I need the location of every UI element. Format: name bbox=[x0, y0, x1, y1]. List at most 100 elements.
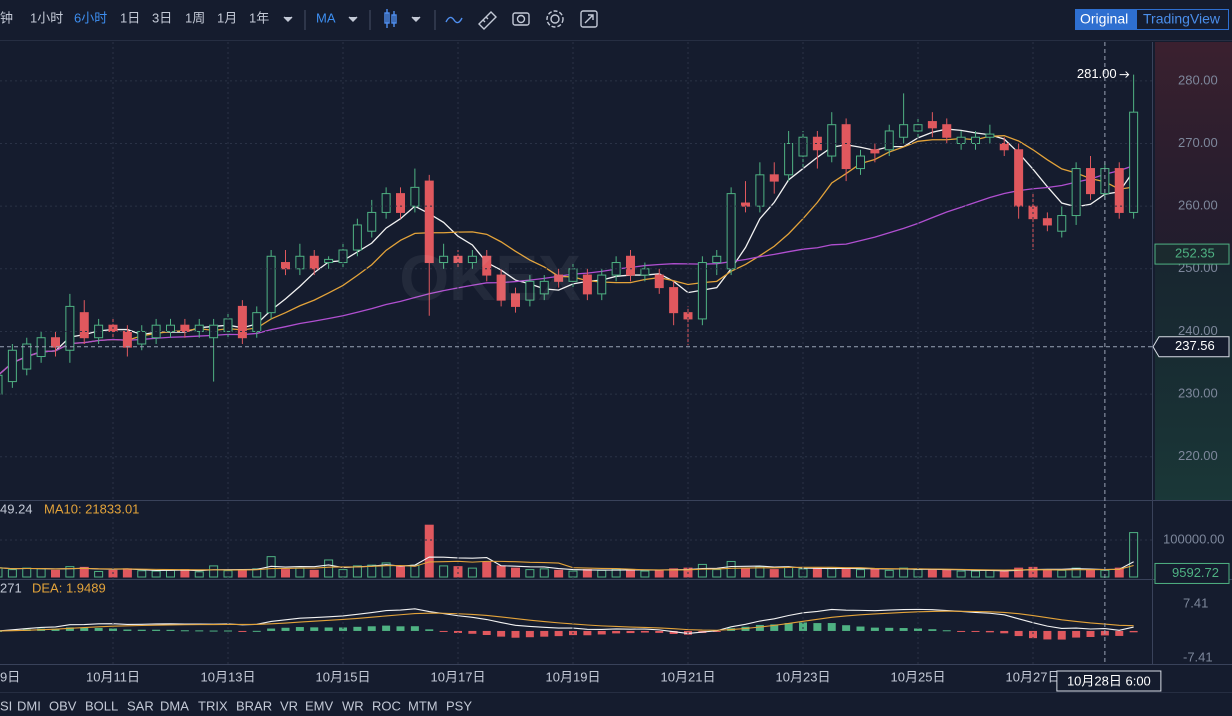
candle-body bbox=[137, 330, 147, 345]
x-tick-label: 9日 bbox=[0, 669, 20, 684]
view-tab[interactable]: TradingView bbox=[1143, 11, 1221, 27]
macd-bar bbox=[238, 630, 247, 632]
indicator-select[interactable]: MA bbox=[316, 10, 336, 25]
macd-bar bbox=[137, 629, 146, 631]
volume-bar bbox=[324, 559, 334, 578]
view-switch[interactable] bbox=[1075, 9, 1229, 30]
macd-legend: DEA: 1.9489 bbox=[32, 580, 106, 595]
candle-body bbox=[626, 255, 635, 276]
volume-bar bbox=[539, 568, 549, 578]
volume-bar bbox=[726, 560, 736, 578]
volume-bar bbox=[827, 567, 837, 578]
view-tab-active[interactable] bbox=[1075, 9, 1137, 30]
candle-body bbox=[755, 174, 765, 207]
x-tick-label: 10月19日 bbox=[546, 669, 601, 684]
indicator-tab[interactable]: WR bbox=[342, 698, 364, 713]
interval-button[interactable]: 6小时 bbox=[74, 10, 107, 25]
candle-body bbox=[7, 349, 17, 383]
volume-bar bbox=[697, 563, 707, 578]
macd-bar bbox=[482, 630, 491, 636]
y-tick-label: 240.00 bbox=[1178, 323, 1218, 338]
volume-bar bbox=[884, 569, 894, 578]
volume-bar bbox=[841, 567, 851, 578]
x-tick-label: 10月27日 bbox=[1006, 669, 1061, 684]
toolbar-icons[interactable] bbox=[283, 9, 598, 30]
candle-body bbox=[1114, 168, 1124, 213]
indicator-tab[interactable]: BOLL bbox=[85, 698, 118, 713]
volume-bar bbox=[956, 570, 966, 578]
macd-bar bbox=[525, 630, 534, 638]
interval-button[interactable]: 1年 bbox=[249, 10, 269, 25]
macd-bar bbox=[899, 628, 908, 631]
indicator-tab[interactable]: ROC bbox=[372, 698, 401, 713]
view-tab[interactable]: Original bbox=[1080, 11, 1128, 27]
candle-body bbox=[338, 249, 348, 264]
volume-bar bbox=[151, 570, 161, 578]
candle-body bbox=[281, 262, 290, 270]
macd-bar bbox=[655, 630, 664, 633]
candle-body bbox=[539, 280, 549, 295]
indicator-tab[interactable]: SI bbox=[0, 698, 12, 713]
volume-bar bbox=[769, 569, 779, 578]
high-annotation: 281.00 bbox=[1077, 66, 1117, 81]
candle-body bbox=[410, 186, 420, 207]
macd-bar bbox=[554, 630, 563, 637]
macd-bar bbox=[339, 627, 347, 631]
macd-bar bbox=[957, 630, 966, 632]
indicator-tab[interactable]: PSY bbox=[446, 698, 472, 713]
volume-bar bbox=[237, 569, 247, 578]
y-tick-label: 270.00 bbox=[1178, 135, 1218, 150]
macd-bar bbox=[612, 630, 621, 634]
macd-dea-line bbox=[0, 610, 1134, 632]
macd-bar bbox=[65, 627, 74, 631]
volume-last-label: 9592.72 bbox=[1172, 565, 1219, 580]
interval-button[interactable]: 1周 bbox=[185, 10, 205, 25]
indicator-tab[interactable]: EMV bbox=[305, 698, 334, 713]
macd-bar bbox=[267, 628, 276, 631]
interval-button[interactable]: 3日 bbox=[152, 10, 172, 25]
volume-bar bbox=[1042, 569, 1052, 578]
macd-bar bbox=[799, 622, 807, 631]
candle-body bbox=[65, 305, 75, 351]
interval-button[interactable]: 钟 bbox=[0, 10, 13, 25]
indicator-tab[interactable]: SAR bbox=[127, 698, 154, 713]
volume-bar bbox=[122, 568, 132, 578]
volume-bar bbox=[295, 567, 305, 578]
macd-bar bbox=[626, 630, 635, 634]
volume-bar bbox=[870, 568, 880, 578]
indicator-tab[interactable]: VR bbox=[280, 698, 298, 713]
candle-body bbox=[525, 280, 535, 301]
macd-tick-label: -7.41 bbox=[1183, 649, 1213, 664]
volume-bar bbox=[166, 569, 175, 578]
volume-bar bbox=[942, 569, 952, 578]
indicator-tab[interactable]: BRAR bbox=[236, 698, 272, 713]
interval-button[interactable]: 1月 bbox=[217, 10, 237, 25]
macd-bar bbox=[439, 630, 448, 632]
volume-bar bbox=[0, 567, 3, 578]
moving-average-line bbox=[0, 165, 1134, 375]
marker-box bbox=[1154, 243, 1230, 265]
indicator-tab[interactable]: OBV bbox=[49, 698, 77, 713]
candle-body bbox=[381, 193, 391, 213]
interval-button[interactable]: 1日 bbox=[120, 10, 140, 25]
indicator-tab[interactable]: DMI bbox=[17, 698, 41, 713]
volume-bar bbox=[1014, 567, 1024, 578]
x-tick-label: 10月25日 bbox=[891, 669, 946, 684]
indicator-tab[interactable]: DMA bbox=[160, 698, 189, 713]
indicator-tab[interactable]: MTM bbox=[408, 698, 438, 713]
annotation-arrow bbox=[1119, 71, 1130, 78]
macd-bar bbox=[1057, 630, 1066, 640]
macd-bar bbox=[94, 628, 103, 631]
indicator-tab[interactable]: TRIX bbox=[198, 698, 228, 713]
volume-bar bbox=[712, 569, 722, 578]
macd-bar bbox=[109, 628, 117, 631]
candle-body bbox=[467, 255, 477, 264]
x-tick-label: 10月15日 bbox=[316, 669, 371, 684]
macd-bar bbox=[1129, 630, 1138, 633]
interval-button[interactable]: 1小时 bbox=[30, 10, 63, 25]
volume-bar bbox=[626, 569, 635, 578]
plot-area bbox=[0, 74, 1139, 640]
macd-bar bbox=[224, 630, 232, 632]
volume-bar bbox=[971, 570, 980, 578]
macd-bar bbox=[209, 630, 218, 632]
